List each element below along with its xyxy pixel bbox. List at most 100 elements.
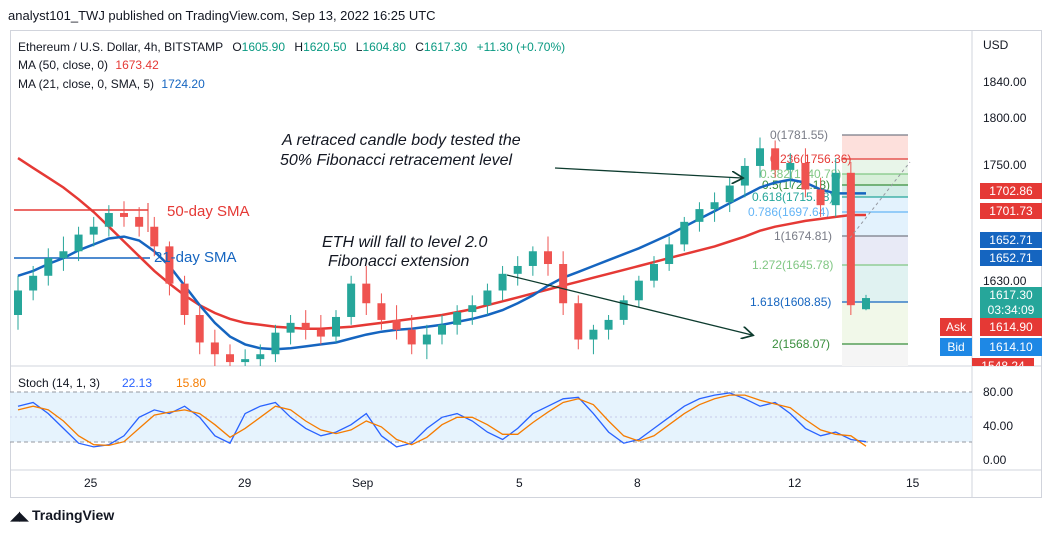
candle-body[interactable] [59,251,68,259]
price-tick-1750: 1750.00 [983,158,1027,172]
candle-body[interactable] [438,324,446,335]
candle-body[interactable] [453,312,462,325]
ask-price-label: 1614.90 [980,318,1042,336]
candle-body[interactable] [271,332,280,355]
candles-layer[interactable] [14,137,870,366]
last-price-label: 1617.30 [980,287,1042,303]
fib-label: 2(1568.07) [772,337,830,351]
symbol-title[interactable]: Ethereum / U.S. Dollar, 4h, BITSTAMP [18,40,223,54]
candle-body[interactable] [650,264,658,281]
extension-arrow [506,274,752,335]
ma21-legend-value: 1724.20 [161,77,205,91]
cut-price-label: 1548.24 [972,358,1034,366]
fib-label: 0(1781.55) [770,128,828,142]
time-tick-29: 29 [238,476,252,490]
annotation-eth-2: Fibonacci extension [328,253,470,270]
candle-body[interactable] [256,354,265,360]
candle-body[interactable] [347,283,356,317]
fib-zone-below-2 [842,344,908,366]
candle-body[interactable] [104,213,113,227]
ma21-legend[interactable]: MA (21, close, 0, SMA, 5) 1724.20 [18,77,205,91]
annotation-eth-1: ETH will fall to level 2.0 [322,234,487,251]
candle-body[interactable] [695,209,704,222]
candle-body[interactable] [362,283,371,304]
candle-body[interactable] [226,354,234,363]
fib-label: 1(1674.81) [774,229,832,243]
candle-body[interactable] [740,165,749,186]
candle-body[interactable] [29,275,38,291]
candle-body[interactable] [392,319,401,330]
candle-body[interactable] [14,290,22,316]
stoch-legend-label[interactable]: Stoch (14, 1, 3) [18,376,100,390]
retrace-arrow [554,167,742,178]
candle-body[interactable] [816,189,825,206]
candle-body[interactable] [862,298,870,310]
candle-body[interactable] [135,216,144,227]
high-label: H [294,40,304,54]
candle-body[interactable] [332,316,340,337]
candle-body[interactable] [74,234,83,252]
candle-body[interactable] [301,322,310,330]
candle-body[interactable] [195,315,204,343]
price-tick-1840: 1840.00 [983,75,1027,89]
candle-body[interactable] [725,185,734,203]
ma50-line[interactable] [17,157,866,330]
candle-body[interactable] [89,226,98,235]
candle-body[interactable] [801,163,810,190]
time-tick-5: 5 [516,476,523,490]
candle-body[interactable] [831,172,840,206]
ma21-price-label: 1702.86 [980,183,1042,199]
tradingview-brand[interactable]: ◢◣ TradingView [10,507,114,524]
candle-body[interactable] [180,283,189,316]
time-tick-8: 8 [634,476,641,490]
candle-body[interactable] [120,213,128,217]
candle-body[interactable] [559,264,568,304]
close-value: 1617.30 [423,40,468,54]
ma50-legend-value: 1673.42 [115,58,159,72]
stoch-d-line[interactable] [17,394,867,447]
candle-body[interactable] [468,305,477,313]
candle-body[interactable] [589,329,598,340]
candle-body[interactable] [498,273,507,291]
candle-body[interactable] [241,359,250,363]
candle-body[interactable] [150,226,159,247]
candle-body[interactable] [680,221,689,245]
fib-label: 1.618(1608.85) [750,295,831,309]
stoch-tick-0: 0.00 [983,453,1007,467]
candle-body[interactable] [544,251,552,265]
low-label: L [355,40,363,54]
candle-body[interactable] [513,265,522,274]
candle-body[interactable] [316,329,325,337]
candle-body[interactable] [771,148,780,170]
ma50-legend[interactable]: MA (50, close, 0) 1673.42 [18,58,159,72]
candle-body[interactable] [604,319,613,330]
time-tick-sep: Sep [352,476,374,490]
candle-body[interactable] [574,303,583,340]
price-axis-currency: USD [983,38,1009,52]
low-value: 1604.80 [362,40,406,54]
candle-body[interactable] [286,322,295,333]
candle-body[interactable] [483,290,492,306]
candle-body[interactable] [407,329,416,345]
annotation-sma21: 21-day SMA [154,249,237,266]
candle-body[interactable] [210,342,219,355]
fibonacci-levels: 0(1781.55) 0.236(1756.36)0.382(1740.78) 0.… [748,128,908,351]
candle-body[interactable] [786,163,795,170]
candle-body[interactable] [710,202,719,210]
candle-body[interactable] [756,148,764,166]
stoch-legend-d: 15.80 [176,376,206,390]
stoch-k-line[interactable] [17,392,867,448]
candle-body[interactable] [846,172,855,306]
fib-label: 1.272(1645.78) [752,258,833,272]
candle-body[interactable] [665,244,674,265]
candle-body[interactable] [634,280,643,301]
candle-body[interactable] [528,251,537,266]
open-value: 1605.90 [241,40,286,54]
candle-body[interactable] [377,303,386,320]
candle-body[interactable] [422,334,431,345]
fib-label: 0.786(1697.64) [748,205,829,219]
candle-body[interactable] [44,258,53,276]
candle-body[interactable] [619,300,628,320]
candle-body[interactable] [165,246,174,284]
